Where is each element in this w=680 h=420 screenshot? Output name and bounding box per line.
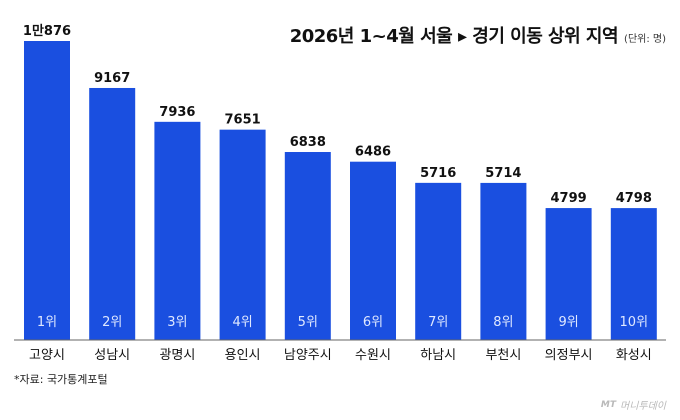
watermark: MT 머니투데이 [600,397,666,413]
title-block: 2026년 1~4월 서울 ▸ 경기 이동 상위 지역 (단위: 명) [290,22,666,48]
category-label-10: 화성시 [616,348,652,363]
rank-label-4: 4위 [232,315,252,330]
bar-4 [219,129,266,340]
category-label-8: 부천시 [485,348,521,363]
bar-3 [154,121,201,340]
source-note: *자료: 국가통계포털 [14,373,108,386]
value-label-7: 5716 [420,166,456,181]
category-label-4: 용인시 [225,348,261,363]
unit-label: (단위: 명) [624,34,666,45]
value-label-4: 7651 [225,113,261,128]
value-label-3: 7936 [159,105,195,120]
category-label-2: 성남시 [94,348,130,363]
rank-label-1: 1위 [37,315,57,330]
rank-label-2: 2위 [102,315,122,330]
bar-10 [610,208,657,340]
category-label-9: 의정부시 [545,348,593,363]
rank-label-3: 3위 [167,315,187,330]
bar-7 [415,182,462,340]
bar-2 [89,87,136,340]
rank-label-10: 10위 [620,315,649,330]
rank-label-5: 5위 [298,315,318,330]
rank-label-9: 9위 [558,315,578,330]
value-label-9: 4799 [551,191,587,206]
bar-8 [480,182,527,340]
bar-9 [545,208,592,340]
category-label-3: 광명시 [159,348,195,363]
bar-1 [24,41,70,340]
rank-label-8: 8위 [493,315,513,330]
watermark-logo-icon: MT [600,399,616,410]
value-label-1: 1만876 [23,23,71,39]
category-label-1: 고양시 [29,348,65,363]
bar-6 [350,161,396,340]
watermark-text: 머니투데이 [620,401,666,412]
value-label-2: 9167 [94,71,130,86]
value-label-5: 6838 [290,135,326,150]
value-label-6: 6486 [355,145,391,160]
category-label-7: 하남시 [420,348,456,363]
chart-title: 2026년 1~4월 서울 ▸ 경기 이동 상위 지역 [289,26,619,47]
value-label-10: 4798 [616,191,652,206]
value-label-8: 5714 [485,166,521,181]
rank-label-7: 7위 [428,315,448,330]
category-label-6: 수원시 [355,348,391,363]
rank-label-6: 6위 [363,315,383,330]
category-label-5: 남양주시 [284,348,332,363]
bar-5 [284,152,331,340]
